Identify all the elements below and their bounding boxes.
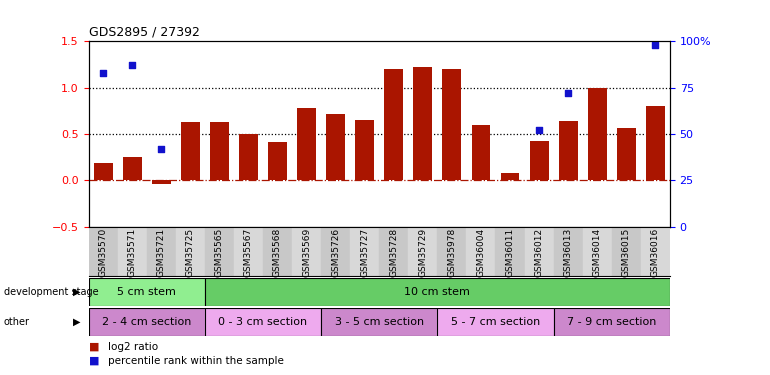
Bar [524, 227, 554, 276]
Bar [263, 227, 292, 276]
Bar [234, 227, 263, 276]
Bar [205, 227, 234, 276]
Bar [355, 120, 374, 180]
Bar [122, 157, 142, 180]
Bar [292, 227, 321, 276]
Bar [176, 227, 205, 276]
Text: 3 - 5 cm section: 3 - 5 cm section [335, 316, 424, 327]
Text: GSM35726: GSM35726 [331, 228, 340, 277]
Text: GSM35727: GSM35727 [360, 228, 369, 277]
Bar [641, 227, 670, 276]
Point [620, 1, 632, 7]
Bar [239, 134, 258, 180]
Bar [89, 278, 205, 306]
Bar [384, 69, 403, 180]
Bar [588, 88, 607, 180]
Point [649, 42, 661, 48]
Text: 5 - 7 cm section: 5 - 7 cm section [451, 316, 540, 327]
Point [243, 10, 255, 16]
Bar [380, 227, 408, 276]
Text: GSM36014: GSM36014 [593, 228, 601, 277]
Text: GSM35725: GSM35725 [186, 228, 195, 277]
Text: ▶: ▶ [73, 316, 81, 327]
Point [155, 146, 167, 152]
Text: GSM35568: GSM35568 [273, 228, 282, 277]
Bar [617, 128, 636, 180]
Bar [326, 114, 345, 180]
Bar [443, 69, 461, 180]
Bar [500, 173, 520, 180]
Bar [611, 227, 641, 276]
Bar [146, 227, 176, 276]
Text: 7 - 9 cm section: 7 - 9 cm section [567, 316, 657, 327]
Text: other: other [4, 316, 30, 327]
Bar [583, 227, 611, 276]
Text: GSM35978: GSM35978 [447, 228, 457, 277]
Text: GSM36013: GSM36013 [564, 228, 573, 277]
Bar [210, 122, 229, 180]
Bar [408, 227, 437, 276]
Text: GSM36004: GSM36004 [477, 228, 485, 277]
Text: GSM36015: GSM36015 [622, 228, 631, 277]
Bar [321, 308, 437, 336]
Text: log2 ratio: log2 ratio [108, 342, 158, 352]
Bar [94, 163, 112, 180]
Bar [89, 227, 118, 276]
Text: ▶: ▶ [73, 286, 81, 297]
Text: GSM35570: GSM35570 [99, 228, 108, 277]
Point [97, 70, 109, 76]
Bar [118, 227, 146, 276]
Text: GSM35565: GSM35565 [215, 228, 224, 277]
Bar [413, 67, 432, 180]
Point [562, 90, 574, 96]
Bar [350, 227, 380, 276]
Bar [152, 180, 171, 184]
Point [533, 128, 545, 134]
Text: 2 - 4 cm section: 2 - 4 cm section [102, 316, 192, 327]
Text: GSM35721: GSM35721 [157, 228, 166, 277]
Text: percentile rank within the sample: percentile rank within the sample [108, 356, 283, 366]
Point [591, 1, 604, 7]
Bar [297, 108, 316, 180]
Bar [496, 227, 524, 276]
Text: 0 - 3 cm section: 0 - 3 cm section [219, 316, 307, 327]
Text: GSM35567: GSM35567 [244, 228, 253, 277]
Text: GSM36012: GSM36012 [534, 228, 544, 277]
Point [417, 0, 429, 3]
Bar [471, 125, 490, 180]
Point [126, 62, 139, 68]
Bar [205, 308, 321, 336]
Text: ■: ■ [89, 342, 99, 352]
Text: ■: ■ [89, 356, 99, 366]
Bar [268, 142, 287, 180]
Bar [437, 308, 554, 336]
Bar [205, 278, 670, 306]
Text: development stage: development stage [4, 286, 99, 297]
Bar [554, 227, 583, 276]
Bar [530, 141, 548, 180]
Text: GSM36016: GSM36016 [651, 228, 660, 277]
Bar [646, 106, 665, 180]
Text: GSM35728: GSM35728 [390, 228, 398, 277]
Bar [559, 121, 578, 180]
Text: 10 cm stem: 10 cm stem [404, 286, 470, 297]
Text: GSM35729: GSM35729 [418, 228, 427, 277]
Bar [554, 308, 670, 336]
Bar [89, 308, 205, 336]
Text: GSM35569: GSM35569 [302, 228, 311, 277]
Text: GDS2895 / 27392: GDS2895 / 27392 [89, 26, 199, 39]
Text: GSM35571: GSM35571 [128, 228, 136, 277]
Text: 5 cm stem: 5 cm stem [117, 286, 176, 297]
Text: GSM36011: GSM36011 [506, 228, 514, 277]
Bar [437, 227, 467, 276]
Bar [321, 227, 350, 276]
Bar [181, 122, 199, 180]
Bar [467, 227, 496, 276]
